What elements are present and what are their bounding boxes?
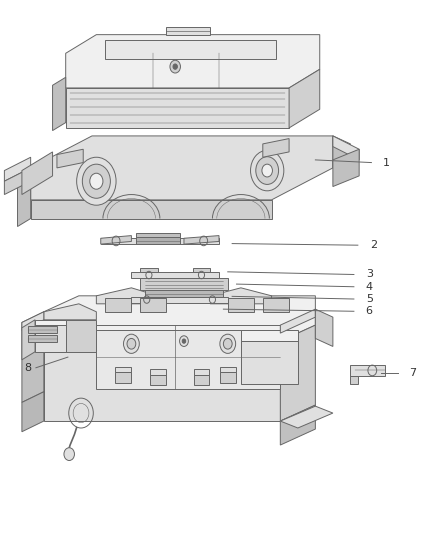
- Polygon shape: [194, 369, 209, 375]
- Polygon shape: [150, 375, 166, 385]
- Polygon shape: [22, 392, 44, 432]
- Polygon shape: [166, 27, 210, 35]
- Text: 1: 1: [383, 158, 390, 167]
- Polygon shape: [210, 288, 272, 304]
- Polygon shape: [350, 376, 358, 384]
- Polygon shape: [96, 330, 280, 389]
- Polygon shape: [66, 35, 320, 88]
- Polygon shape: [101, 238, 219, 244]
- Polygon shape: [289, 69, 320, 128]
- Polygon shape: [96, 288, 158, 304]
- Polygon shape: [66, 88, 289, 128]
- Polygon shape: [280, 406, 333, 428]
- Text: 6: 6: [366, 306, 373, 316]
- Polygon shape: [22, 312, 44, 402]
- Circle shape: [82, 164, 110, 198]
- Circle shape: [90, 173, 103, 189]
- Polygon shape: [333, 136, 359, 160]
- Polygon shape: [105, 40, 276, 59]
- Polygon shape: [150, 369, 166, 375]
- Polygon shape: [35, 325, 66, 352]
- Text: 5: 5: [366, 294, 373, 304]
- Polygon shape: [44, 304, 96, 320]
- Circle shape: [64, 448, 74, 461]
- Circle shape: [170, 60, 180, 73]
- Polygon shape: [140, 298, 166, 312]
- Polygon shape: [280, 405, 315, 445]
- Polygon shape: [193, 268, 210, 272]
- Text: 4: 4: [366, 282, 373, 292]
- Polygon shape: [18, 168, 31, 227]
- Polygon shape: [184, 236, 219, 244]
- Polygon shape: [115, 372, 131, 383]
- Text: 2: 2: [370, 240, 377, 250]
- Polygon shape: [22, 312, 44, 330]
- Polygon shape: [31, 136, 333, 200]
- Circle shape: [220, 334, 236, 353]
- Circle shape: [262, 164, 272, 177]
- Polygon shape: [136, 237, 180, 244]
- Polygon shape: [136, 233, 180, 237]
- Polygon shape: [105, 298, 131, 312]
- Polygon shape: [35, 320, 66, 325]
- Polygon shape: [315, 309, 333, 346]
- Polygon shape: [145, 290, 223, 297]
- Polygon shape: [44, 320, 96, 352]
- Circle shape: [124, 334, 139, 353]
- Circle shape: [223, 338, 232, 349]
- Polygon shape: [194, 375, 209, 385]
- Polygon shape: [220, 372, 236, 383]
- Polygon shape: [280, 309, 315, 333]
- Polygon shape: [4, 168, 31, 195]
- Polygon shape: [140, 268, 158, 272]
- Polygon shape: [115, 367, 131, 372]
- Polygon shape: [263, 298, 289, 312]
- Polygon shape: [228, 298, 254, 312]
- Polygon shape: [280, 325, 315, 421]
- Circle shape: [182, 339, 186, 343]
- Polygon shape: [53, 77, 66, 131]
- Text: 8: 8: [24, 363, 31, 373]
- Circle shape: [256, 157, 279, 184]
- Polygon shape: [31, 200, 272, 219]
- Polygon shape: [333, 149, 359, 187]
- Polygon shape: [131, 297, 228, 303]
- Polygon shape: [333, 136, 350, 176]
- Polygon shape: [4, 157, 31, 181]
- Circle shape: [77, 157, 116, 205]
- Polygon shape: [28, 326, 57, 333]
- Polygon shape: [263, 139, 289, 157]
- Polygon shape: [241, 341, 298, 384]
- Polygon shape: [96, 325, 280, 330]
- Polygon shape: [241, 330, 298, 341]
- Polygon shape: [44, 341, 280, 421]
- Circle shape: [180, 336, 188, 346]
- Polygon shape: [131, 272, 219, 278]
- Circle shape: [251, 150, 284, 191]
- Polygon shape: [57, 149, 83, 168]
- Circle shape: [127, 338, 136, 349]
- Text: 3: 3: [366, 270, 373, 279]
- Polygon shape: [140, 278, 228, 290]
- Polygon shape: [22, 320, 35, 360]
- Polygon shape: [44, 296, 315, 341]
- Polygon shape: [220, 367, 236, 372]
- Polygon shape: [350, 365, 385, 376]
- Circle shape: [173, 64, 177, 69]
- Polygon shape: [22, 152, 53, 195]
- Polygon shape: [101, 236, 131, 244]
- Text: 7: 7: [410, 368, 417, 378]
- Polygon shape: [28, 335, 57, 342]
